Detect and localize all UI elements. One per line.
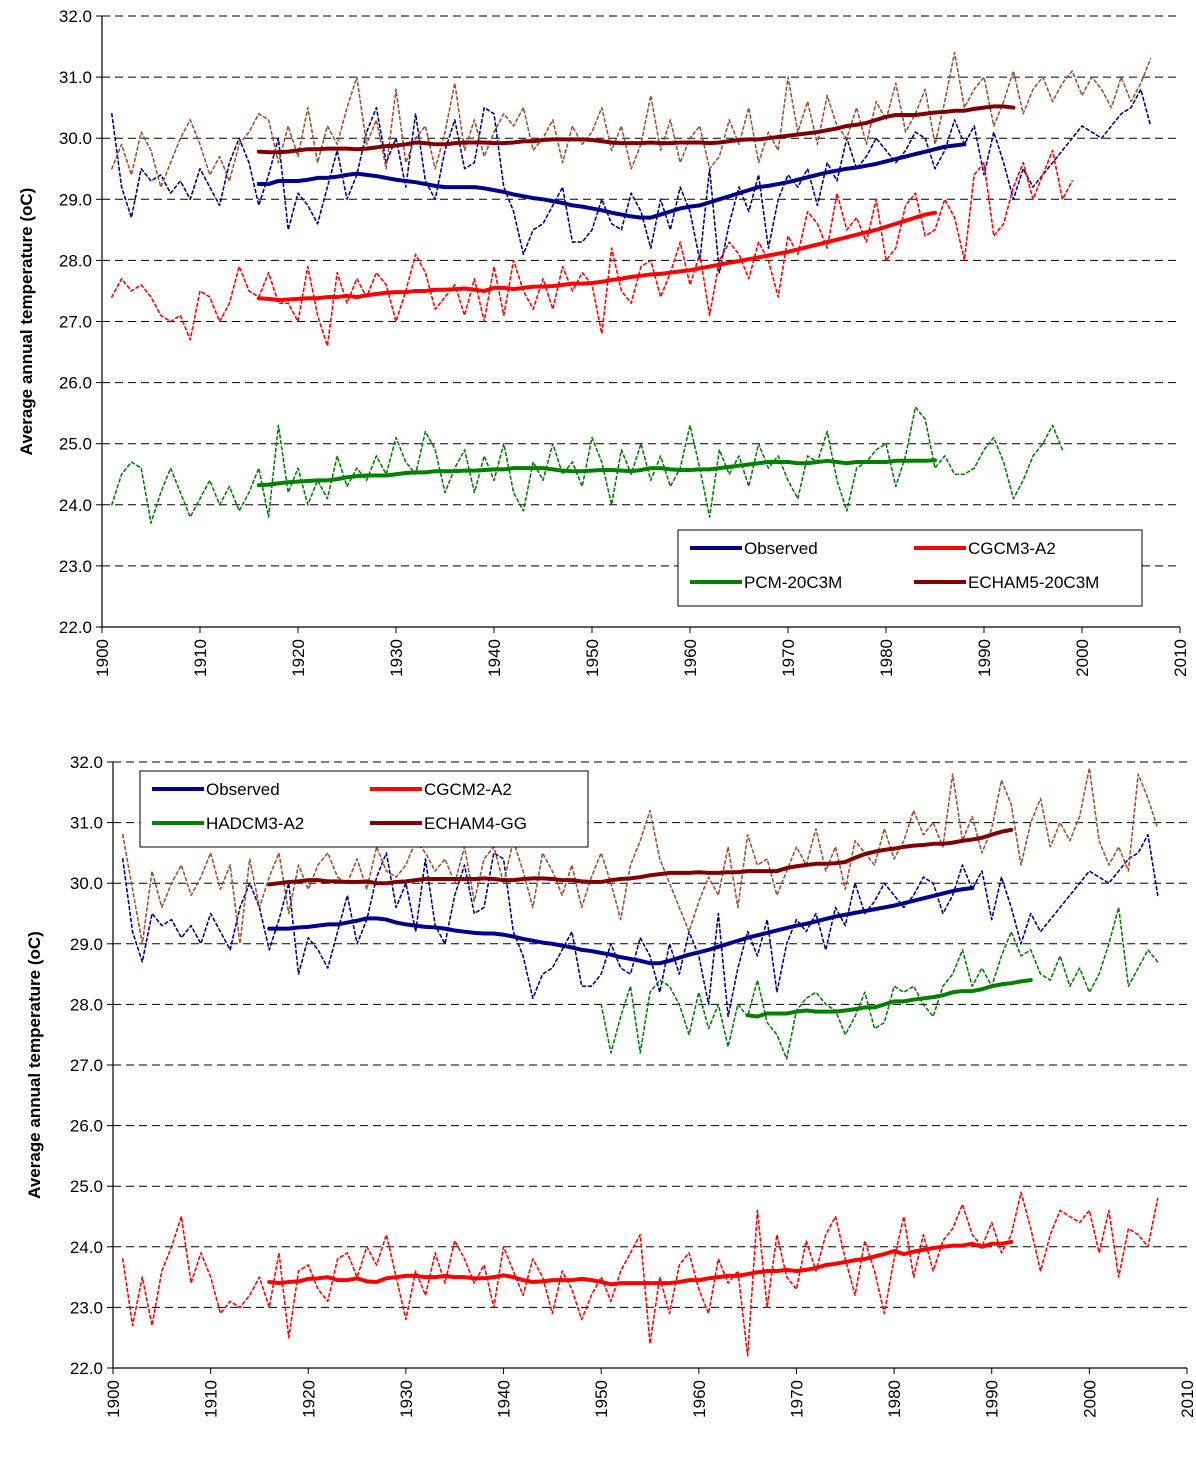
x-tick-label: 1960 <box>690 1380 709 1418</box>
x-tick-label: 1920 <box>289 639 308 677</box>
series-line-cgcm3-a2 <box>256 210 937 303</box>
y-tick-label: 26.0 <box>70 1117 103 1136</box>
legend-entry: CGCM3-A2 <box>968 539 1056 558</box>
y-tick-label: 27.0 <box>70 1056 103 1075</box>
y-tick-label: 30.0 <box>59 129 92 148</box>
legend-box <box>677 529 1143 607</box>
y-tick-label: 31.0 <box>59 68 92 87</box>
legend: Observed CGCM2-A2 HADCM3-A2 ECHAM4-GG <box>139 770 589 848</box>
legend-entry: PCM-20C3M <box>744 573 842 592</box>
x-tick-label: 1970 <box>787 1380 806 1418</box>
series-line-pcm-20c3m-annual <box>111 406 1064 524</box>
series-line-observed <box>256 142 967 220</box>
series-line-echam5-20c3m-annual <box>111 51 1152 188</box>
y-tick-label: 25.0 <box>70 1177 103 1196</box>
y-axis-label: Average annual temperature (oC) <box>25 931 44 1199</box>
x-tick-label: 1950 <box>583 639 602 677</box>
y-tick-label: 25.0 <box>59 435 92 454</box>
gridlines <box>102 15 1180 567</box>
x-tick-label: 1990 <box>975 639 994 677</box>
y-tick-label: 30.0 <box>70 874 103 893</box>
series-line-cgcm3-a2-annual <box>111 149 1073 347</box>
legend-entry: HADCM3-A2 <box>206 814 304 833</box>
x-tick-label: 1980 <box>885 1380 904 1418</box>
chart-top: 22.0 23.0 24.0 25.0 26.0 27.0 28.0 29.0 30.0 31.0… <box>17 7 1190 677</box>
y-tick-label: 26.0 <box>59 374 92 393</box>
x-tick-label: 1910 <box>202 1380 221 1418</box>
series-line-cgcm2-a2 <box>267 1239 1014 1287</box>
chart-bottom: 22.0 23.0 24.0 25.0 26.0 27.0 28.0 29.0 30.0 31.0… <box>25 753 1196 1418</box>
y-tick-label: 29.0 <box>59 190 92 209</box>
x-tick-label: 1910 <box>191 639 210 677</box>
x-tick-label: 2000 <box>1080 1380 1099 1418</box>
y-tick-label: 27.0 <box>59 313 92 332</box>
series-line-observed <box>267 886 975 966</box>
series-line-hadcm3-a2 <box>745 978 1033 1019</box>
y-tick-label: 24.0 <box>59 496 92 515</box>
y-tick-label: 23.0 <box>59 557 92 576</box>
y-tick-label: 23.0 <box>70 1298 103 1317</box>
legend-box <box>139 770 589 848</box>
x-tick-label: 1970 <box>779 639 798 677</box>
series-line-echam5-20c3m <box>256 104 1016 155</box>
y-tick-label: 31.0 <box>70 814 103 833</box>
y-tick-label: 32.0 <box>59 7 92 26</box>
y-tick-label: 22.0 <box>70 1359 103 1378</box>
y-tick-label: 28.0 <box>70 995 103 1014</box>
x-tick-label: 1980 <box>877 639 896 677</box>
y-tick-label: 24.0 <box>70 1238 103 1257</box>
series-line-observed-annual <box>121 833 1159 1018</box>
series-line-echam4-gg <box>267 827 1014 887</box>
series-line-pcm-20c3m <box>256 458 937 488</box>
x-tick-label: 1900 <box>104 1380 123 1418</box>
x-tick-label: 1940 <box>495 1380 514 1418</box>
legend-entry: Observed <box>744 539 818 558</box>
x-tick-label: 2010 <box>1171 639 1190 677</box>
x-tick-label: 1960 <box>681 639 700 677</box>
x-tick-label: 1950 <box>592 1380 611 1418</box>
x-tick-label: 1940 <box>485 639 504 677</box>
y-tick-label: 32.0 <box>70 753 103 772</box>
x-tick-label: 2000 <box>1073 639 1092 677</box>
y-tick-label: 28.0 <box>59 251 92 270</box>
legend-entry: CGCM2-A2 <box>424 780 512 799</box>
legend-entry: ECHAM5-20C3M <box>968 573 1099 592</box>
x-tick-label: 1990 <box>983 1380 1002 1418</box>
y-tick-label: 22.0 <box>59 618 92 637</box>
legend-entry: Observed <box>206 780 280 799</box>
x-tick-label: 2010 <box>1178 1380 1196 1418</box>
x-tick-label: 1930 <box>387 639 406 677</box>
y-axis-label: Average annual temperature (oC) <box>17 188 36 456</box>
gridlines <box>113 761 1187 1308</box>
legend: Observed CGCM3-A2 PCM-20C3M ECHAM5-20C3M <box>677 529 1143 607</box>
series-line-hadcm3-a2-annual <box>600 906 1159 1060</box>
series-line-observed-annual <box>111 88 1152 274</box>
x-tick-label: 1930 <box>397 1380 416 1418</box>
y-tick-label: 29.0 <box>70 935 103 954</box>
x-tick-label: 1920 <box>299 1380 318 1418</box>
x-tick-label: 1900 <box>93 639 112 677</box>
legend-entry: ECHAM4-GG <box>424 814 527 833</box>
series-line-cgcm2-a2-annual <box>121 1191 1159 1357</box>
